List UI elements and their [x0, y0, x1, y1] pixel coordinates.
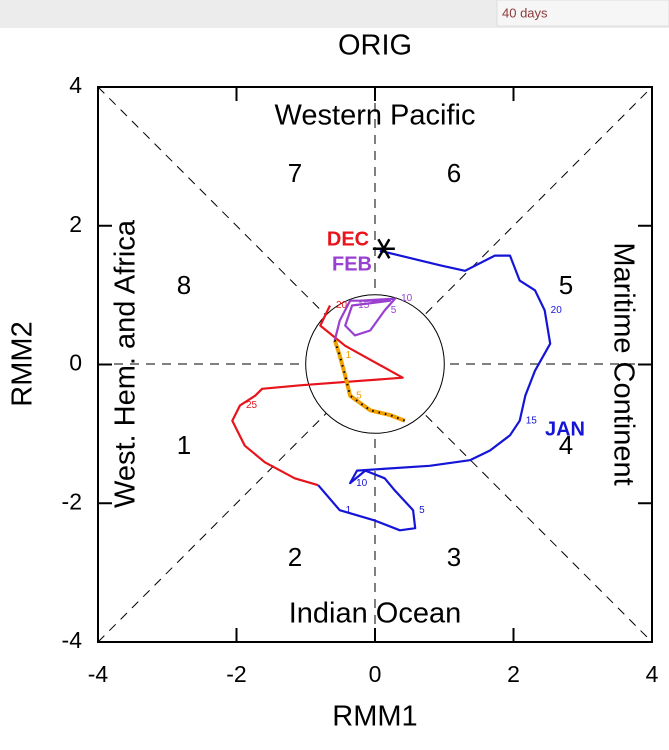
header-tab	[496, 0, 669, 27]
day-label: 1	[346, 350, 352, 361]
day-label: 20	[336, 300, 348, 311]
chart-title: ORIG	[338, 30, 412, 62]
x-tick-label: -2	[226, 661, 246, 687]
phase-label: 5	[559, 270, 573, 300]
x-axis-label: RMM1	[332, 701, 417, 733]
y-tick-label: 4	[69, 72, 82, 98]
region-label: Western Pacific	[275, 100, 476, 132]
phase-label: 1	[177, 430, 191, 460]
start-marker	[377, 238, 391, 259]
region-label: Maritime Continent	[607, 242, 639, 485]
x-tick-label: 4	[646, 661, 659, 687]
region-label: West. Hem. and Africa	[110, 219, 142, 508]
x-tick-label: 0	[369, 661, 382, 687]
phase-label: 7	[288, 158, 302, 188]
day-label: 5	[356, 390, 362, 401]
y-tick-label: -2	[62, 488, 82, 514]
phase-label: 3	[447, 542, 461, 572]
day-label: 15	[358, 300, 370, 311]
day-label: 10	[356, 478, 368, 489]
x-tick-label: 2	[507, 661, 520, 687]
series-line	[333, 297, 397, 341]
unit-circle	[305, 294, 445, 434]
series-line	[231, 305, 404, 487]
phase-label: 8	[177, 270, 191, 300]
series-line	[332, 339, 406, 423]
day-label: 20	[551, 305, 563, 316]
day-label: 10	[401, 293, 413, 304]
phase-label: 2	[288, 542, 302, 572]
region-label: Indian Ocean	[289, 598, 462, 630]
series-line	[317, 249, 552, 532]
day-label: 5	[419, 505, 425, 516]
day-label: 25	[246, 400, 258, 411]
legend-label: DEC	[327, 228, 369, 250]
x-tick-label: -4	[88, 661, 109, 687]
y-tick-label: 2	[69, 211, 82, 237]
y-tick-label: 0	[69, 350, 82, 376]
legend-label: FEB	[332, 253, 372, 275]
day-label: 5	[391, 305, 397, 316]
day-label: 1	[346, 505, 352, 516]
y-axis-label: RMM2	[7, 321, 39, 406]
header-tab-label: 40 days	[502, 5, 548, 20]
day-label: 15	[526, 415, 538, 426]
phase-label: 6	[447, 158, 461, 188]
legend-label: JAN	[545, 418, 585, 440]
y-tick-label: -4	[62, 627, 83, 653]
phase-label: 4	[559, 430, 573, 460]
